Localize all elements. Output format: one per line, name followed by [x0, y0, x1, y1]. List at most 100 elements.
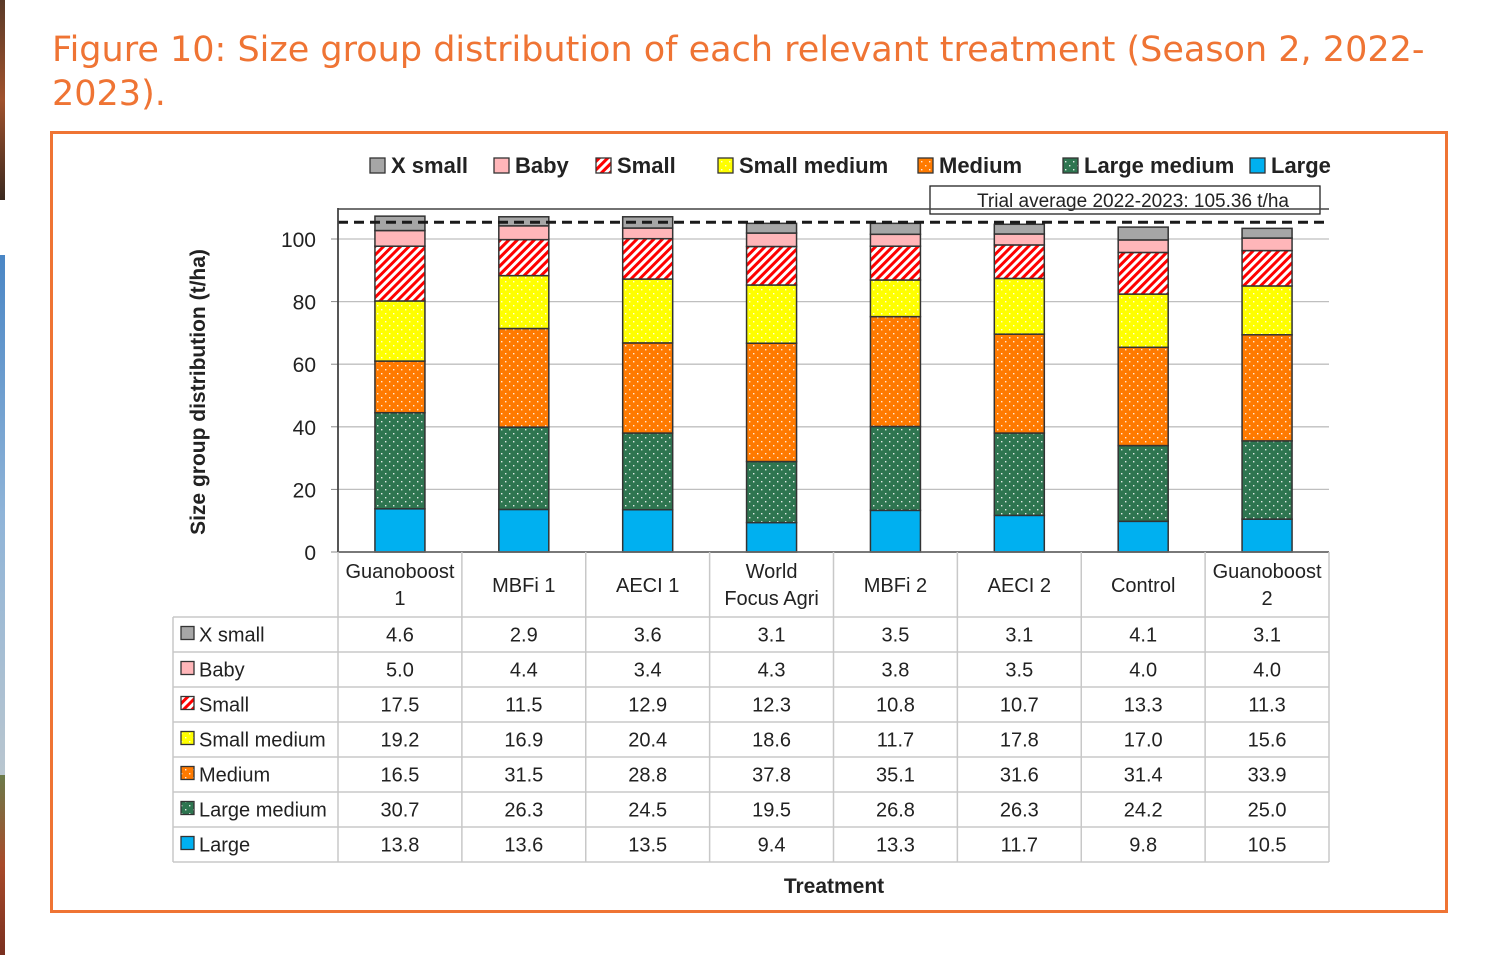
bar-segment-baby[interactable] [745, 232, 798, 248]
bar-segment-small-medium[interactable] [993, 277, 1046, 335]
bar-segment-baby[interactable] [869, 233, 922, 247]
bar-segment-medium[interactable] [1241, 334, 1293, 442]
bar-segment-large[interactable] [1241, 518, 1293, 553]
legend-swatch-medium [917, 157, 934, 174]
bar-segment-x-small[interactable] [869, 222, 922, 236]
bar-segment-large[interactable] [745, 521, 798, 553]
bar-segment-x-small[interactable] [1241, 227, 1293, 239]
legend-item-baby[interactable]: Baby [493, 153, 570, 178]
bar-segment-medium[interactable] [1117, 346, 1169, 447]
bar-segment-small-medium[interactable] [745, 284, 798, 344]
bar-segment-x-small[interactable] [745, 222, 798, 234]
legend-item-x-small[interactable]: X small [369, 153, 468, 178]
bar-segment-baby[interactable] [621, 227, 674, 240]
table-row: Medium 16.5 31.5 28.8 37.8 35.1 31.6 31.4 33.9 [180, 765, 1287, 787]
legend-swatch-small-medium [717, 157, 734, 174]
table-cell: 15.6 [1248, 730, 1287, 752]
y-tick-label: 60 [293, 354, 316, 377]
bar-segment-small[interactable] [993, 244, 1046, 280]
bar-segment-large[interactable] [621, 508, 674, 553]
bar-segment-baby[interactable] [1117, 239, 1169, 254]
bar-segment-small-medium[interactable] [374, 300, 426, 362]
bar-segment-large[interactable] [993, 514, 1046, 553]
bar-segment-large-medium[interactable] [869, 425, 922, 512]
legend-item-small[interactable]: Small [595, 153, 676, 178]
x-tick-label-line: Focus Agri [724, 588, 818, 610]
bar-segment-large[interactable] [374, 508, 426, 553]
bar-segment-large[interactable] [1117, 520, 1169, 553]
table-row-swatch-small-medium [180, 730, 195, 746]
bar-segment-small[interactable] [745, 245, 798, 286]
bar-stack[interactable] [498, 216, 550, 553]
table-cell: 3.4 [634, 660, 662, 682]
bar-segment-baby[interactable] [374, 229, 426, 247]
legend-item-small-medium[interactable]: Small medium [717, 153, 888, 178]
bar-segment-small-medium[interactable] [498, 274, 550, 330]
bar-segment-large-medium[interactable] [1117, 444, 1169, 523]
table-cell: 12.3 [752, 695, 791, 717]
figure-title: Figure 10: Size group distribution of ea… [52, 30, 1425, 114]
bar-segment-large-medium[interactable] [621, 432, 674, 511]
legend-item-medium[interactable]: Medium [917, 153, 1022, 178]
bar-segment-medium[interactable] [993, 333, 1046, 434]
legend-label: X small [391, 153, 468, 178]
table-cell: 10.8 [876, 695, 915, 717]
bar-segment-x-small[interactable] [374, 215, 426, 232]
bar-segment-small[interactable] [1241, 249, 1293, 287]
table-cell: 4.6 [386, 625, 414, 647]
table-row: Small 17.5 11.5 12.9 12.3 10.8 10.7 13.3 11.3 [180, 695, 1286, 717]
bar-segment-small[interactable] [498, 238, 550, 277]
table-cell: 33.9 [1248, 765, 1287, 787]
bar-segment-medium[interactable] [621, 342, 674, 434]
bar-segment-small-medium[interactable] [1241, 285, 1293, 336]
bar-segment-large-medium[interactable] [374, 411, 426, 510]
bar-segment-small-medium[interactable] [1117, 293, 1169, 349]
bar-segment-small[interactable] [1117, 251, 1169, 295]
bar-segment-x-small[interactable] [993, 223, 1046, 235]
background-photo-strip [0, 0, 5, 955]
legend-label: Baby [515, 153, 570, 178]
trial-average-label: Trial average 2022-2023: 105.36 t/ha [977, 191, 1289, 212]
table-cell: 3.1 [1005, 625, 1033, 647]
bar-segment-large-medium[interactable] [993, 432, 1046, 517]
bar-segment-small-medium[interactable] [869, 279, 922, 318]
bar-segment-medium[interactable] [498, 327, 550, 428]
bar-segment-large[interactable] [498, 508, 550, 553]
bar-segment-large-medium[interactable] [745, 460, 798, 524]
bar-segment-baby[interactable] [993, 233, 1046, 246]
bar-segment-baby[interactable] [1241, 237, 1293, 252]
table-row-label: Large [199, 835, 250, 857]
legend-item-large[interactable]: Large [1249, 153, 1331, 178]
bar-stack[interactable] [621, 216, 674, 553]
bar-stack[interactable] [374, 215, 426, 553]
table-cell: 35.1 [876, 765, 915, 787]
bar-segment-small-medium[interactable] [621, 278, 674, 344]
x-tick-label-line: Guanoboost [345, 561, 454, 583]
bar-segment-medium[interactable] [374, 360, 426, 414]
table-cell: 31.6 [1000, 765, 1039, 787]
bar-stack[interactable] [993, 223, 1046, 553]
bar-stack[interactable] [1241, 227, 1293, 553]
table-row-swatch-large-medium [180, 800, 195, 816]
bar-segment-medium[interactable] [745, 342, 798, 463]
bar-segment-large-medium[interactable] [498, 426, 550, 511]
x-tick-label: MBFi 2 [864, 575, 927, 597]
bar-segment-large[interactable] [869, 509, 922, 553]
bar-segment-small[interactable] [374, 245, 426, 302]
table-cell: 3.8 [882, 660, 910, 682]
bar-stack[interactable] [1117, 226, 1169, 553]
table-row-swatch-x-small [180, 625, 195, 641]
table-row-swatch-medium [180, 765, 195, 781]
bar-segment-small[interactable] [869, 245, 922, 281]
x-tick-label-line: Guanoboost [1213, 561, 1322, 583]
bar-stack[interactable] [745, 222, 798, 553]
bar-segment-baby[interactable] [498, 225, 550, 241]
bar-segment-x-small[interactable] [1117, 226, 1169, 241]
bar-segment-small[interactable] [621, 237, 674, 280]
table-cell: 9.4 [758, 835, 786, 857]
bar-stack[interactable] [869, 222, 922, 553]
bar-segment-medium[interactable] [869, 315, 922, 428]
bar-segment-large-medium[interactable] [1241, 440, 1293, 520]
table-cell: 9.8 [1129, 835, 1157, 857]
legend-item-large-medium[interactable]: Large medium [1062, 153, 1234, 178]
